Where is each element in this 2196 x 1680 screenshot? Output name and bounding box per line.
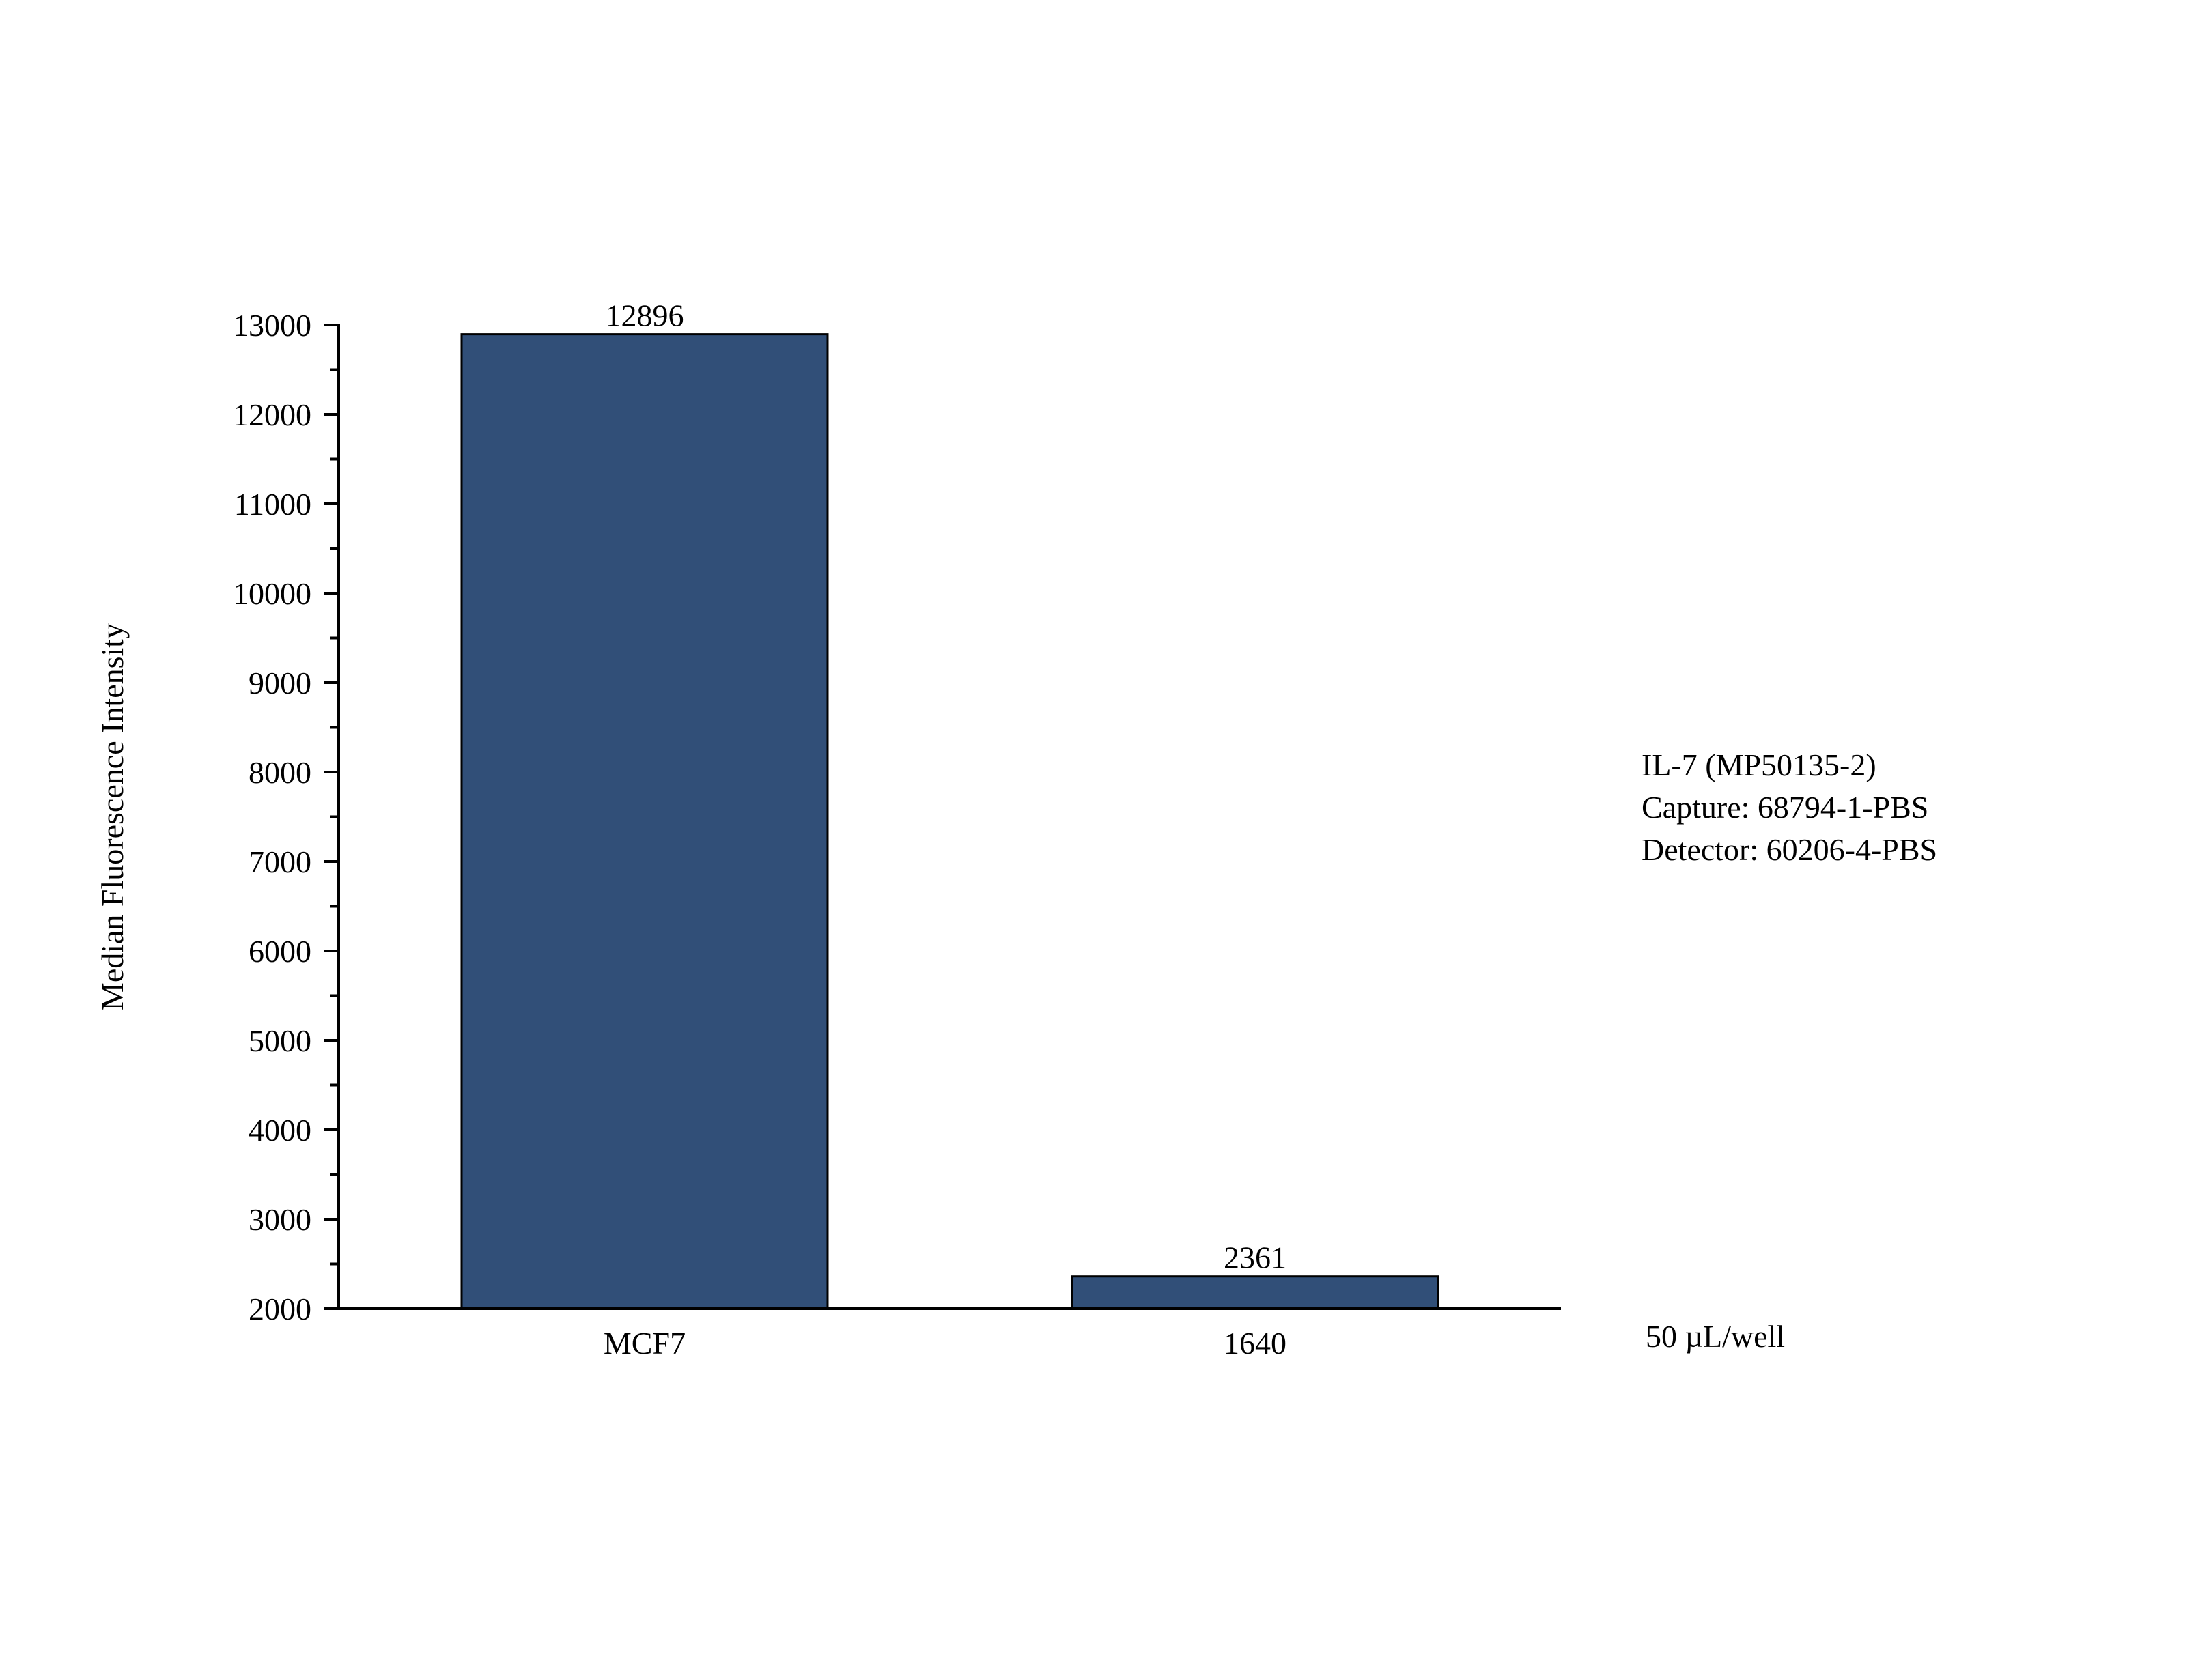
y-tick-label-3000: 3000: [249, 1202, 311, 1237]
y-axis-label: Median Fluorescence Intensity: [95, 623, 130, 1010]
bars-layer: [460, 333, 1439, 1310]
assay-annotation: IL-7 (MP50135-2) Capture: 68794-1-PBS De…: [1642, 744, 1937, 871]
y-tick-label-6000: 6000: [249, 934, 311, 969]
y-tick-label-7000: 7000: [249, 844, 311, 879]
y-tick-label-10000: 10000: [233, 576, 311, 611]
y-tick-label-8000: 8000: [249, 755, 311, 790]
axes-layer: [324, 324, 1561, 1310]
annotation-line-capture: Capture: 68794-1-PBS: [1642, 790, 1929, 825]
volume-note: 50 µL/well: [1646, 1319, 1786, 1354]
labels-layer: 12896 MCF7 2361 1640 2000 3000 4000 5000 6000 700…: [95, 298, 1286, 1361]
annotation-line-detector: Detector: 60206-4-PBS: [1642, 832, 1938, 867]
x-tick-label-mcf7: MCF7: [604, 1326, 686, 1361]
y-tick-label-12000: 12000: [233, 397, 311, 432]
bar-mcf7: [460, 333, 829, 1310]
y-tick-label-13000: 13000: [233, 308, 311, 343]
y-tick-label-9000: 9000: [249, 666, 311, 700]
x-tick-label-1640: 1640: [1224, 1326, 1286, 1361]
y-tick-label-5000: 5000: [249, 1023, 311, 1058]
y-tick-label-2000: 2000: [249, 1292, 311, 1326]
bar-1640: [1071, 1275, 1439, 1310]
y-tick-label-4000: 4000: [249, 1113, 311, 1148]
y-tick-label-11000: 11000: [234, 487, 311, 522]
annotation-line-analyte: IL-7 (MP50135-2): [1642, 748, 1876, 782]
data-label-mcf7: 12896: [606, 298, 684, 333]
data-label-1640: 2361: [1224, 1240, 1286, 1275]
